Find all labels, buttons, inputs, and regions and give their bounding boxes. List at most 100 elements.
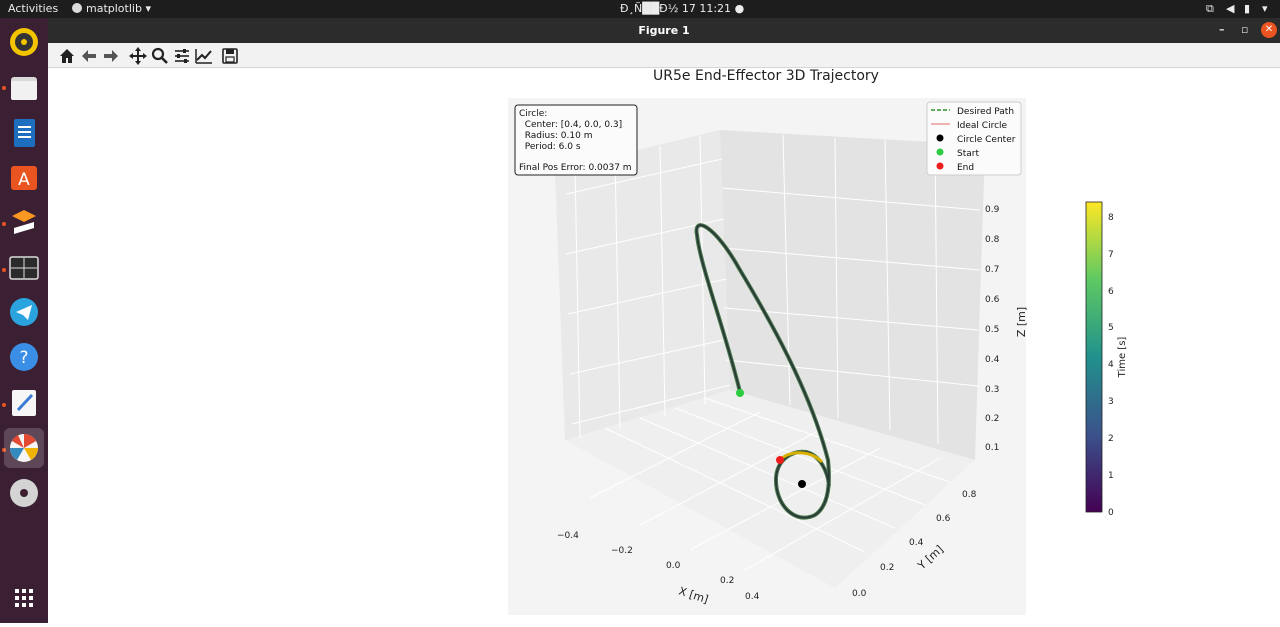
y-tick-label: 0.0: [852, 589, 867, 599]
help-icon: ?: [10, 343, 38, 371]
dock-matplotlib[interactable]: [4, 428, 44, 468]
dock-terminal[interactable]: [4, 248, 44, 288]
info-box: Circle: Center: [0.4, 0.0, 0.3] Radius: …: [514, 104, 638, 176]
rhythmbox-icon: [10, 28, 38, 56]
zoom-icon[interactable]: [150, 46, 170, 66]
legend-center-swatch: [936, 134, 944, 142]
legend: Desired Path Ideal Circle Circle Center …: [926, 101, 1022, 176]
telegram-icon: [10, 298, 38, 326]
dock-disc[interactable]: [4, 473, 44, 513]
figure-canvas[interactable]: UR5e End-Effector 3D Trajectory 0.9 0.8: [48, 68, 1280, 623]
dock-sublime[interactable]: [4, 202, 44, 242]
window-titlebar[interactable]: Figure 1 – ▫ ✕: [48, 18, 1280, 43]
z-tick-labels: 0.9 0.8 0.7 0.6 0.5 0.4 0.3 0.2 0.1: [985, 205, 1000, 453]
dock-rhythmbox[interactable]: [4, 22, 44, 62]
x-tick-label: 0.4: [745, 592, 760, 602]
activities-button[interactable]: Activities: [8, 2, 59, 15]
colorbar-tick: 3: [1108, 397, 1114, 407]
close-button[interactable]: ✕: [1261, 22, 1277, 38]
minimize-button[interactable]: –: [1219, 23, 1225, 36]
app-store-icon: A: [11, 166, 37, 190]
dock-app-center[interactable]: A: [4, 157, 44, 197]
pane-floor: [565, 390, 975, 588]
dock-telegram[interactable]: [4, 292, 44, 332]
z-tick-label: 0.3: [985, 385, 999, 395]
dock: A ?: [0, 18, 48, 623]
edit-axis-icon[interactable]: [194, 46, 214, 66]
y-tick-label: 0.4: [909, 538, 924, 548]
colorbar-tick: 4: [1108, 360, 1114, 370]
legend-circle-center: Circle Center: [957, 135, 1016, 145]
legend-start: Start: [957, 149, 979, 159]
dock-running-indicator: [2, 222, 6, 226]
grid-lines: [565, 134, 981, 571]
colorbar-label: Time [s]: [1117, 337, 1128, 379]
disc-icon: [10, 479, 38, 507]
terminal-icon: [9, 256, 39, 280]
legend-end-swatch: [936, 162, 944, 170]
pan-icon[interactable]: [128, 46, 148, 66]
z-tick-label: 0.7: [985, 265, 999, 275]
dock-text-editor[interactable]: [4, 382, 44, 422]
colorbar-tick: 6: [1108, 287, 1114, 297]
start-marker: [736, 389, 744, 397]
pane-left: [555, 130, 730, 440]
grid-icon: [15, 589, 33, 607]
back-arrow-icon[interactable]: [79, 46, 99, 66]
z-tick-label: 0.6: [985, 295, 1000, 305]
matplotlib-toolbar: [48, 43, 1280, 68]
x-tick-label: −0.2: [611, 546, 633, 556]
x-tick-labels: −0.4 −0.2 0.0 0.2 0.4: [557, 531, 760, 602]
app-menu[interactable]: matplotlib ▾: [72, 2, 151, 16]
text-editor-icon: [12, 390, 36, 416]
dock-running-indicator: [2, 448, 6, 452]
forward-arrow-icon[interactable]: [101, 46, 121, 66]
sublime-text-icon: [12, 210, 36, 234]
colorbar-tick: 5: [1108, 323, 1114, 333]
notification-dot-icon: ●: [734, 2, 745, 15]
clock[interactable]: Đ¸Ñ██Đ½ 17 11:21 ●: [620, 2, 744, 16]
window-title: Figure 1: [638, 24, 690, 37]
y-tick-label: 0.6: [936, 514, 951, 524]
folder-icon: [11, 77, 37, 100]
colorbar-tick: 1: [1108, 471, 1114, 481]
svg-text:A: A: [18, 170, 30, 190]
pane-back: [720, 130, 985, 460]
x-tick-label: −0.4: [557, 531, 579, 541]
end-marker: [776, 456, 784, 464]
battery-icon[interactable]: ▮: [1244, 2, 1251, 15]
configure-subplots-icon[interactable]: [172, 46, 192, 66]
dock-running-indicator: [2, 268, 6, 272]
circle-center-marker: [798, 480, 806, 488]
colorbar-tick: 8: [1108, 213, 1114, 223]
colorbar-tick: 7: [1108, 250, 1114, 260]
home-icon[interactable]: [57, 46, 77, 66]
dock-writer[interactable]: [4, 113, 44, 153]
show-applications-button[interactable]: [4, 578, 44, 618]
dock-files[interactable]: [4, 68, 44, 108]
system-menu-chevron-icon[interactable]: ▾: [1262, 2, 1268, 15]
dock-running-indicator: [2, 403, 6, 407]
volume-icon[interactable]: ◀: [1226, 2, 1235, 15]
app-menu-label: matplotlib: [86, 2, 142, 15]
top-bar: Activities matplotlib ▾ Đ¸Ñ██Đ½ 17 11:21…: [0, 0, 1280, 18]
maximize-button[interactable]: ▫: [1241, 23, 1249, 36]
save-icon[interactable]: [220, 46, 240, 66]
legend-desired-path: Desired Path: [957, 107, 1014, 117]
y-tick-label: 0.8: [962, 490, 977, 500]
legend-start-swatch: [936, 148, 944, 156]
network-icon[interactable]: ⧉: [1206, 2, 1214, 15]
close-icon: ✕: [1264, 24, 1274, 35]
z-tick-label: 0.9: [985, 205, 1000, 215]
colorbar-tick: 2: [1108, 434, 1114, 444]
colorbar-tick: 0: [1108, 508, 1114, 518]
legend-end: End: [957, 163, 974, 173]
z-tick-label: 0.4: [985, 355, 1000, 365]
colorbar: [1085, 201, 1103, 513]
z-tick-label: 0.8: [985, 235, 1000, 245]
document-icon: [14, 119, 35, 147]
info-line: Radius: 0.10 m: [519, 131, 592, 141]
info-line: Circle:: [519, 109, 547, 119]
dock-help[interactable]: ?: [4, 337, 44, 377]
info-line: Center: [0.4, 0.0, 0.3]: [519, 120, 622, 130]
